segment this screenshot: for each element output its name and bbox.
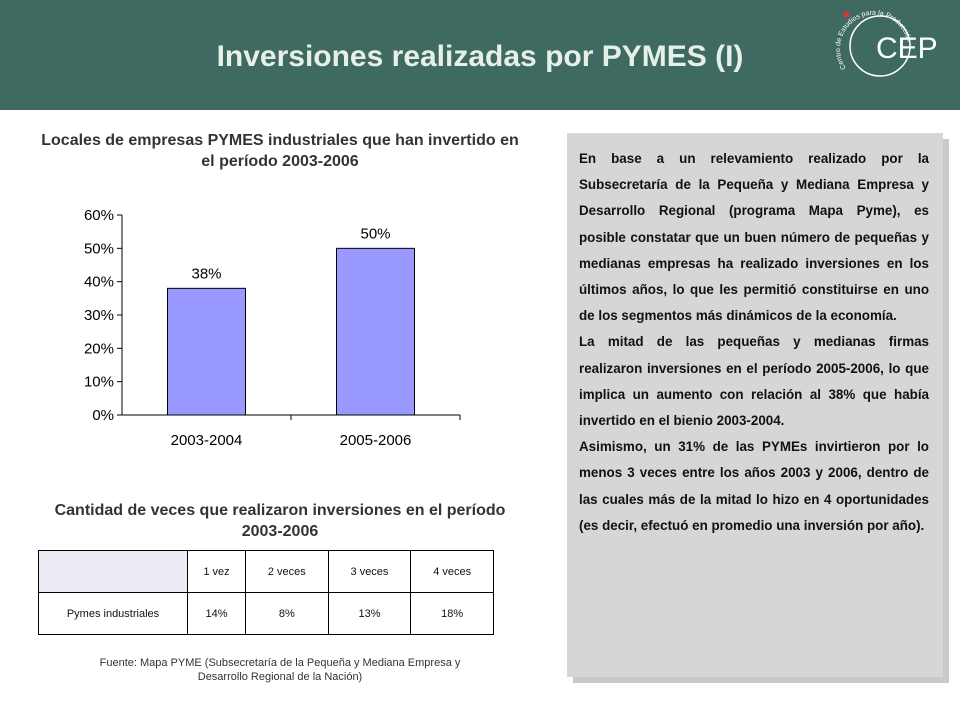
y-tick-label: 40%: [84, 274, 114, 291]
logo-ring: [849, 15, 911, 77]
y-tick-label: 50%: [84, 240, 114, 257]
summary-paragraph: En base a un relevamiento realizado por …: [579, 151, 929, 324]
summary-paragraph: Asimismo, un 31% de las PYMEs invirtiero…: [579, 439, 929, 533]
table-header-cell: 2 veces: [244, 550, 329, 593]
chart-title: Locales de empresas PYMES industriales q…: [41, 132, 519, 170]
table-row: Pymes industriales 14% 8% 13% 18%: [38, 592, 494, 635]
cep-logo: Centro de Estudios para la Producción CE…: [835, 10, 938, 77]
x-tick-label: 2005-2006: [340, 432, 412, 449]
table-header-cell: [38, 550, 188, 593]
source-note: Fuente: Mapa PYME (Subsecretaría de la P…: [99, 657, 461, 683]
x-tick-label: 2003-2004: [171, 432, 243, 449]
table-header-cell: 3 veces: [327, 550, 412, 593]
bar-data-label: 50%: [360, 225, 390, 242]
logo-text: CEP: [876, 32, 938, 65]
summary-paragraph: La mitad de las pequeñas y medianas firm…: [579, 334, 929, 429]
logo-square: [844, 12, 849, 17]
y-tick-label: 20%: [84, 340, 114, 357]
bar-chart: 0% 10% 20% 30% 40% 50% 60% 38% 2003-2004 50% 2005-…: [84, 207, 461, 449]
bar-data-label: 38%: [191, 265, 221, 282]
header-bar: Inversiones realizadas por PYMES (I) Cen…: [0, 0, 960, 110]
y-tick-label: 60%: [84, 207, 114, 224]
table-header-row: 1 vez 2 veces 3 veces 4 veces: [38, 550, 494, 593]
table-title: Cantidad de veces que realizaron inversi…: [54, 502, 506, 540]
table-cell: Pymes industriales: [38, 592, 188, 635]
table-cell: 8%: [244, 592, 329, 635]
table-cell: 18%: [410, 592, 494, 635]
table-cell: 14%: [187, 592, 246, 635]
table-header-cell: 4 veces: [410, 550, 494, 593]
investment-frequency-table: 1 vez 2 veces 3 veces 4 veces Pymes indu…: [38, 550, 494, 635]
table-header-cell: 1 vez: [187, 550, 246, 593]
y-tick-label: 10%: [84, 374, 114, 391]
table-cell: 13%: [327, 592, 412, 635]
page-title: Inversiones realizadas por PYMES (I): [216, 40, 744, 73]
bar: [336, 247, 415, 416]
y-tick-label: 30%: [84, 307, 114, 324]
y-tick-label: 0%: [92, 407, 114, 424]
summary-textbox: En base a un relevamiento realizado por …: [567, 133, 943, 677]
bar: [167, 287, 246, 416]
